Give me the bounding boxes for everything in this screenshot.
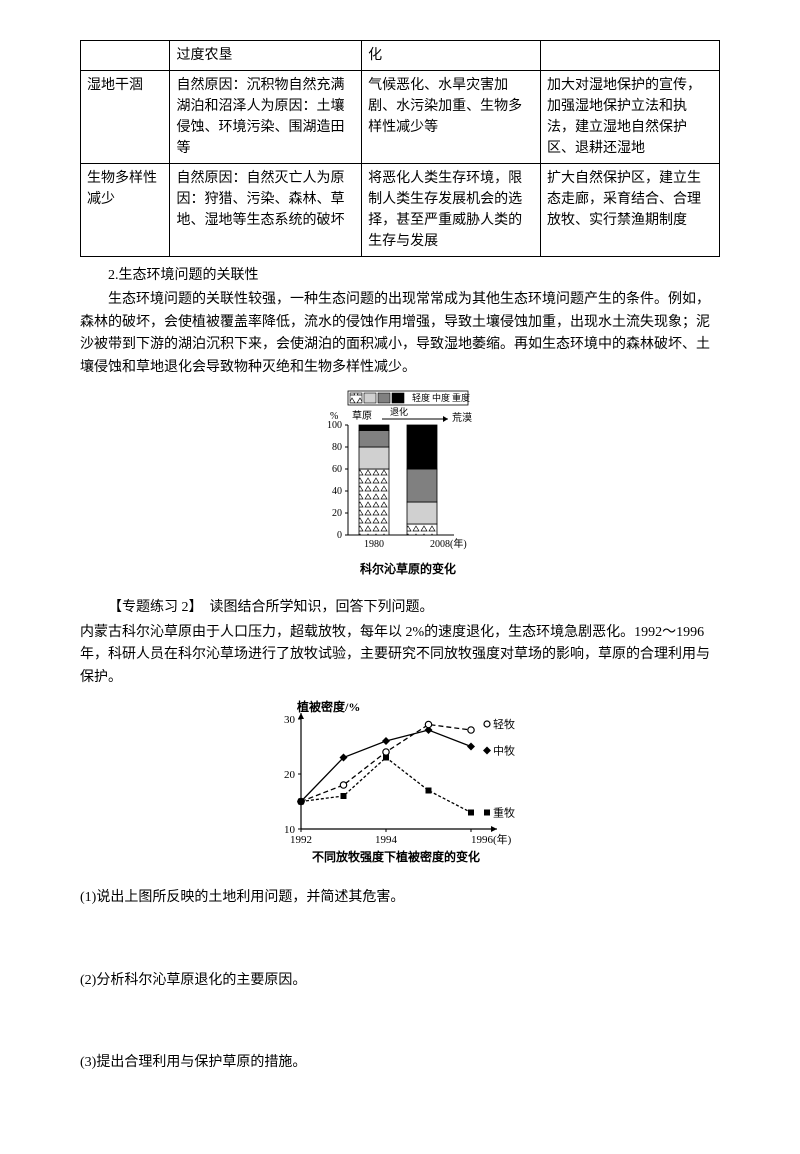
cell: 生物多样性减少 [81,164,170,257]
cell: 气候恶化、水旱灾害加剧、水污染加重、生物多样性减少等 [362,71,541,164]
svg-text:1992: 1992 [290,834,312,846]
cell: 加大对湿地保护的宣传，加强湿地保护立法和执法，建立湿地自然保护区、退耕还湿地 [541,71,720,164]
exercise-label: 【专题练习 2】 读图结合所学知识，回答下列问题。 [80,597,720,619]
svg-text:20: 20 [284,769,296,781]
svg-text:中度: 中度 [432,392,450,403]
question-2: (2)分析科尔沁草原退化的主要原因。 [80,970,720,992]
svg-text:科尔沁草原的变化: 科尔沁草原的变化 [360,561,456,576]
svg-text:退化: 退化 [390,406,408,417]
line-chart-figure: 植被密度/%302010199219941996(年)轻牧中牧重牧不同放牧强度下… [80,699,720,877]
question-3: (3)提出合理利用与保护草原的措施。 [80,1052,720,1074]
cell: 过度农垦 [170,41,362,71]
svg-text:30: 30 [284,714,296,726]
line-chart: 植被密度/%302010199219941996(年)轻牧中牧重牧不同放牧强度下… [245,699,555,869]
svg-text:中牧: 中牧 [493,743,515,757]
svg-text:轻牧: 轻牧 [493,717,515,731]
svg-text:2008(年): 2008(年) [430,537,467,550]
bar-chart-figure: 轻度中度重度%草原退化荒漠10080604020019802008(年)科尔沁草… [80,389,720,587]
section-paragraph: 生态环境问题的关联性较强，一种生态问题的出现常常成为其他生态环境问题产生的条件。… [80,289,720,379]
cell: 将恶化人类生存环境，限制人类生存发展机会的选择，甚至严重威胁人类的生存与发展 [362,164,541,257]
cell [541,41,720,71]
svg-text:1994: 1994 [375,834,398,846]
cell: 自然原因：自然灭亡人为原因：狩猎、污染、森林、草地、湿地等生态系统的破坏 [170,164,362,257]
svg-text:80: 80 [332,442,342,453]
ecology-table: 过度农垦 化 湿地干涸 自然原因：沉积物自然充满湖泊和沼泽人为原因：土壤侵蚀、环… [80,40,720,257]
svg-text:1980: 1980 [364,539,384,550]
svg-text:草原: 草原 [352,410,372,422]
section-heading: 2.生态环境问题的关联性 [80,265,720,287]
svg-text:60: 60 [332,464,342,475]
cell: 化 [362,41,541,71]
bar-chart: 轻度中度重度%草原退化荒漠10080604020019802008(年)科尔沁草… [300,389,500,579]
table-row: 湿地干涸 自然原因：沉积物自然充满湖泊和沼泽人为原因：土壤侵蚀、环境污染、围湖造… [81,71,720,164]
svg-text:100: 100 [327,420,342,431]
svg-text:重牧: 重牧 [493,805,515,819]
svg-text:1996(年): 1996(年) [471,832,512,846]
table-row: 生物多样性减少 自然原因：自然灭亡人为原因：狩猎、污染、森林、草地、湿地等生态系… [81,164,720,257]
svg-text:0: 0 [337,530,342,541]
exercise-intro: 内蒙古科尔沁草原由于人口压力，超载放牧，每年以 2%的速度退化，生态环境急剧恶化… [80,622,720,689]
questions: (1)说出上图所反映的土地利用问题，并简述其危害。 (2)分析科尔沁草原退化的主… [80,887,720,1074]
table-row: 过度农垦 化 [81,41,720,71]
cell: 自然原因：沉积物自然充满湖泊和沼泽人为原因：土壤侵蚀、环境污染、围湖造田等 [170,71,362,164]
svg-text:荒漠: 荒漠 [452,412,472,424]
svg-text:40: 40 [332,486,342,497]
question-1: (1)说出上图所反映的土地利用问题，并简述其危害。 [80,887,720,909]
svg-text:重度: 重度 [452,392,470,403]
svg-text:轻度: 轻度 [412,392,430,403]
svg-text:植被密度/%: 植被密度/% [296,699,360,714]
cell [81,41,170,71]
svg-text:20: 20 [332,508,342,519]
svg-text:不同放牧强度下植被密度的变化: 不同放牧强度下植被密度的变化 [312,849,480,864]
cell: 湿地干涸 [81,71,170,164]
cell: 扩大自然保护区，建立生态走廊，采育结合、合理放牧、实行禁渔期制度 [541,164,720,257]
